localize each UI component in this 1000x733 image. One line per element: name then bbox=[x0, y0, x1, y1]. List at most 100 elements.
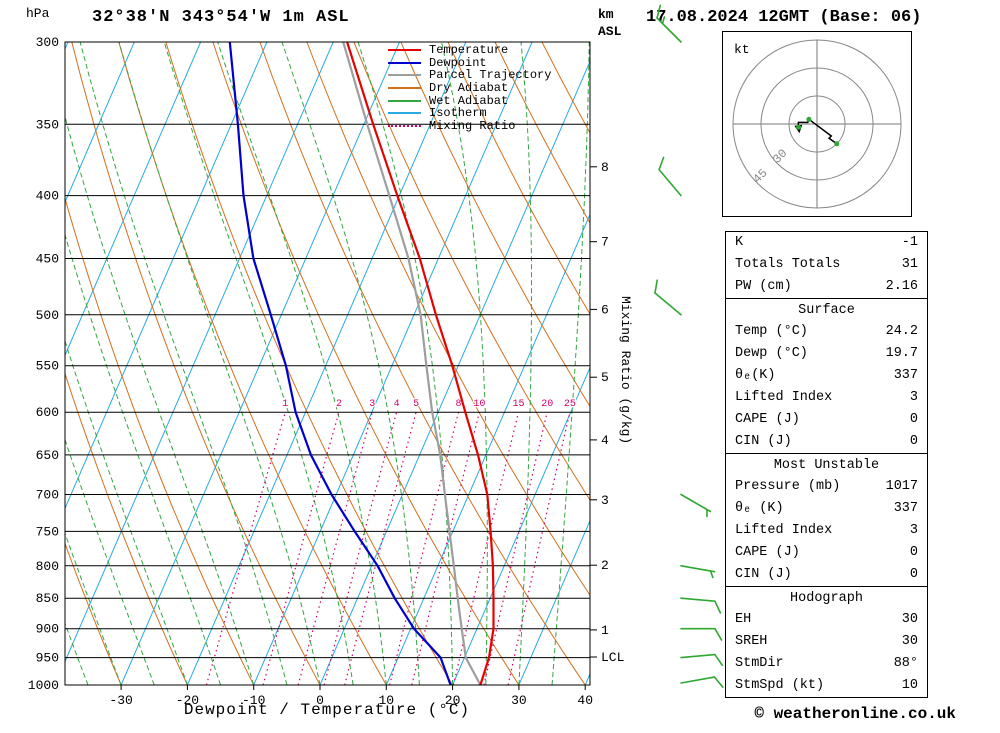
km-label: km bbox=[598, 7, 614, 22]
stat-row-cin-j: CIN (J) 0 bbox=[726, 564, 927, 586]
svg-text:2: 2 bbox=[336, 399, 342, 410]
svg-text:20: 20 bbox=[445, 693, 461, 708]
stat-value: 337 bbox=[893, 368, 918, 383]
stat-label: EH bbox=[735, 612, 752, 627]
svg-text:500: 500 bbox=[36, 308, 59, 323]
stat-value: 31 bbox=[901, 257, 918, 272]
stat-value: 1017 bbox=[885, 479, 918, 494]
legend-label: Dewpoint bbox=[429, 55, 487, 70]
svg-text:850: 850 bbox=[36, 591, 59, 606]
stat-label: Lifted Index bbox=[735, 523, 833, 538]
stat-value: 337 bbox=[893, 501, 918, 516]
hodograph-unit-label: kt bbox=[734, 42, 750, 57]
table-section-surface: Surface Temp (°C) 24.2 Dewp (°C) 19.7 θₑ(K) 33… bbox=[726, 298, 927, 453]
legend-swatch bbox=[388, 74, 421, 77]
stat-label: θₑ(K) bbox=[735, 368, 776, 383]
plot-border bbox=[64, 41, 591, 686]
stat-label: θₑ (K) bbox=[735, 501, 784, 516]
svg-text:30: 30 bbox=[511, 693, 527, 708]
legend-item-parcel-trajectory: Parcel Trajectory bbox=[388, 68, 551, 82]
svg-text:600: 600 bbox=[36, 405, 59, 420]
svg-text:550: 550 bbox=[36, 359, 59, 374]
legend-item-temperature: Temperature bbox=[388, 43, 551, 57]
stat-value: 88° bbox=[893, 656, 918, 671]
svg-text:1: 1 bbox=[601, 623, 609, 638]
stat-value: 0 bbox=[909, 545, 918, 560]
stat-label: Lifted Index bbox=[735, 390, 833, 405]
legend-swatch bbox=[388, 124, 421, 127]
stat-label: CAPE (J) bbox=[735, 545, 800, 560]
svg-text:10: 10 bbox=[378, 693, 394, 708]
sounding-stats-table: K -1 Totals Totals 31 PW (cm) 2.16 Surface Temp… bbox=[725, 231, 928, 698]
stat-label: CAPE (J) bbox=[735, 412, 800, 427]
stat-value: 30 bbox=[901, 634, 918, 649]
km-scale: 1 2 3 4 5 6 7 8 LCL bbox=[590, 160, 624, 665]
profiles bbox=[228, 42, 495, 685]
stat-label: PW (cm) bbox=[735, 279, 792, 294]
stat-label: SREH bbox=[735, 634, 768, 649]
stat-label: Dewp (°C) bbox=[735, 346, 808, 361]
stat-value: 2.16 bbox=[885, 279, 918, 294]
svg-text:900: 900 bbox=[36, 622, 59, 637]
asl-label: ASL bbox=[598, 24, 622, 39]
svg-text:5: 5 bbox=[601, 370, 609, 385]
hodograph-level-dot bbox=[834, 141, 840, 147]
svg-text:700: 700 bbox=[36, 488, 59, 503]
stat-value: 30 bbox=[901, 612, 918, 627]
stat-label: CIN (J) bbox=[735, 567, 792, 582]
legend-swatch bbox=[388, 99, 421, 102]
svg-text:650: 650 bbox=[36, 448, 59, 463]
hodograph-level-dot bbox=[796, 124, 802, 130]
stat-label: StmDir bbox=[735, 656, 784, 671]
legend-item-wet-adiabat: Wet Adiabat bbox=[388, 93, 551, 108]
table-section-most-unstable: Most Unstable Pressure (mb) 1017 θₑ (K) 337 L… bbox=[726, 453, 927, 586]
hodograph-ring bbox=[760, 67, 874, 181]
parcel-trajectory-curve bbox=[342, 42, 482, 685]
stat-value: -1 bbox=[901, 235, 918, 250]
stat-row-pw-cm: PW (cm) 2.16 bbox=[726, 276, 927, 298]
svg-text:450: 450 bbox=[36, 252, 59, 267]
svg-text:-10: -10 bbox=[242, 693, 265, 708]
wet-adiabats bbox=[65, 42, 590, 685]
stat-value: 0 bbox=[909, 567, 918, 582]
lcl-label: LCL bbox=[601, 650, 624, 665]
legend-item-dry-adiabat: Dry Adiabat bbox=[388, 81, 551, 96]
legend-label: Isotherm bbox=[429, 106, 487, 121]
hodograph-ring bbox=[732, 39, 902, 209]
svg-text:350: 350 bbox=[36, 117, 59, 132]
svg-text:15: 15 bbox=[512, 399, 524, 410]
stat-row-pressure-mb: Pressure (mb) 1017 bbox=[726, 476, 927, 498]
pressure-axis-unit: hPa bbox=[26, 6, 50, 21]
svg-text:2: 2 bbox=[601, 558, 609, 573]
stat-row-k: θₑ(K) 337 bbox=[726, 365, 927, 387]
svg-text:6: 6 bbox=[601, 302, 609, 317]
mixing-ratio-labels: 1 2 3 4 5 8 10 15 20 25 bbox=[281, 398, 577, 412]
copyright: © weatheronline.co.uk bbox=[754, 705, 956, 723]
stat-row-stmspd-kt: StmSpd (kt) 10 bbox=[726, 675, 927, 697]
stat-row-cape-j: CAPE (J) 0 bbox=[726, 542, 927, 564]
legend-swatch bbox=[388, 49, 421, 52]
stat-label: Totals Totals bbox=[735, 257, 841, 272]
mixing-ratio-axis-label: Mixing Ratio (g/kg) bbox=[618, 296, 633, 445]
legend-item-mixing-ratio: Mixing Ratio bbox=[388, 119, 551, 133]
svg-text:3: 3 bbox=[601, 493, 609, 508]
legend-swatch bbox=[388, 87, 421, 90]
stat-value: 3 bbox=[909, 390, 918, 405]
stat-row-sreh: SREH 30 bbox=[726, 631, 927, 653]
legend-label: Wet Adiabat bbox=[429, 93, 509, 108]
svg-text:8: 8 bbox=[601, 160, 609, 175]
table-section: K -1 Totals Totals 31 PW (cm) 2.16 bbox=[726, 232, 927, 298]
pressure-axis-labels: 300 350 400 450 500 550 600 650 700 750 800 850 900 9… bbox=[28, 35, 59, 693]
legend-label: Dry Adiabat bbox=[429, 81, 509, 96]
legend-item-dewpoint: Dewpoint bbox=[388, 55, 551, 70]
stat-row-cape-j: CAPE (J) 0 bbox=[726, 409, 927, 431]
stat-row-dewp-c: Dewp (°C) 19.7 bbox=[726, 343, 927, 365]
stat-label: StmSpd (kt) bbox=[735, 678, 825, 693]
svg-text:20: 20 bbox=[541, 399, 553, 410]
svg-text:10: 10 bbox=[473, 399, 485, 410]
svg-text:40: 40 bbox=[577, 693, 593, 708]
svg-text:300: 300 bbox=[36, 35, 59, 50]
temperature-curve bbox=[346, 42, 495, 685]
